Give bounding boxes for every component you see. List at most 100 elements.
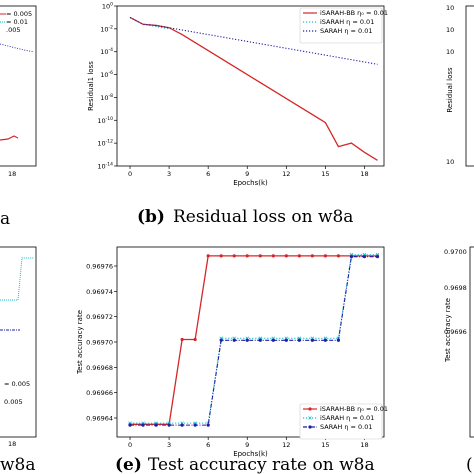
series-point <box>297 254 301 258</box>
y-tick-label: 10-12 <box>97 139 113 148</box>
series-line <box>129 16 378 161</box>
y-axis-label: Residual1 loss <box>87 61 95 111</box>
x-tick-label: 9 <box>245 170 249 178</box>
series-line <box>129 16 170 30</box>
left-top-legend-1: = 0.005 <box>6 10 32 18</box>
legend-label: SARAH η = 0.01 <box>320 423 373 431</box>
right-bottom-ytick-0: 0.9700 <box>444 248 467 256</box>
legend-label: iSARAH η = 0.01 <box>320 18 374 26</box>
right-bottom-ytick-1: 0.9698 <box>444 284 467 292</box>
x-axis-label: Epochs(k) <box>233 179 268 187</box>
x-tick-label: 12 <box>282 441 290 449</box>
right-bottom-frame <box>469 246 474 438</box>
x-tick-label: 18 <box>360 441 368 449</box>
legend-label: iSARAH η = 0.01 <box>320 414 374 422</box>
right-top-ytick-1: 10 <box>446 26 454 34</box>
series-point <box>154 423 158 427</box>
series-point <box>336 338 341 342</box>
legend-box <box>299 403 383 440</box>
caption-e-text: Test accuracy rate on w8a <box>148 455 375 474</box>
series-point <box>258 254 262 258</box>
x-tick-label: 6 <box>206 170 210 178</box>
series-point <box>193 423 197 427</box>
right-bottom-ylabel: Test accuracy rate <box>444 298 452 363</box>
left-bottom-legend-2: 0.005 <box>4 398 23 406</box>
right-bottom-ytick-2: 0.9696 <box>444 328 467 336</box>
series-point <box>323 254 327 258</box>
x-tick-label: 9 <box>245 441 249 449</box>
right-top-ytick-7: 10 <box>446 158 454 166</box>
y-tick-label: 10-10 <box>97 116 113 125</box>
series-point <box>180 337 184 342</box>
series-point <box>375 255 380 259</box>
x-tick-label: 6 <box>206 441 210 449</box>
series-point <box>336 254 341 258</box>
series-point <box>310 338 314 342</box>
series-point <box>284 338 288 342</box>
series-point <box>206 423 210 427</box>
legend-marker <box>308 425 312 429</box>
left-top-series-red <box>0 135 19 141</box>
right-top-fragment: 10 10 10 10 Residual loss <box>446 4 474 167</box>
series-point <box>141 423 145 427</box>
x-axis-label: Epochs(k) <box>233 450 268 458</box>
series-point <box>128 423 132 427</box>
left-bottom-series-cyan <box>0 257 34 301</box>
series-point <box>245 254 249 258</box>
left-bottom-fragment: = 0.005 0.005 18 <box>0 246 37 448</box>
y-tick-label: 10-4 <box>100 47 113 56</box>
y-tick-label: 0.96974 <box>86 288 113 296</box>
series-point <box>232 338 236 342</box>
x-tick-label: 15 <box>321 441 329 449</box>
caption-b: (b) Residual loss on w8a <box>137 207 353 227</box>
x-tick-label: 18 <box>360 170 368 178</box>
legend-marker <box>308 407 312 411</box>
left-bottom-caption-fragment: w8a <box>0 455 36 474</box>
left-top-frame <box>0 5 37 167</box>
left-top-series-blue <box>0 43 35 53</box>
x-tick-label: 3 <box>167 441 171 449</box>
legend-label: SARAH η = 0.01 <box>320 27 373 35</box>
legend-label: iSARAH-BB η₀ = 0.01 <box>320 9 388 17</box>
series-point <box>310 254 314 258</box>
series-line <box>130 254 378 424</box>
right-bottom-fragment: 0.9700 0.9698 0.9696 Test accuracy rate <box>444 246 474 438</box>
series-point <box>219 338 223 342</box>
series-point <box>323 338 327 342</box>
y-tick-label: 100 <box>102 2 113 11</box>
series-line <box>129 16 378 65</box>
left-top-legend-2: = 0.01 <box>6 18 28 26</box>
x-tick-label: 12 <box>282 170 290 178</box>
plot-frame <box>116 5 385 167</box>
legend-marker <box>308 416 312 420</box>
y-tick-label: 10-2 <box>100 24 113 33</box>
series-point <box>284 254 288 258</box>
right-top-ylabel: Residual loss <box>446 67 454 113</box>
y-tick-label: 0.96964 <box>86 415 113 423</box>
left-top-xtick: 18 <box>8 170 16 178</box>
y-tick-label: 0.96970 <box>86 339 113 347</box>
caption-e: (e) Test accuracy rate on w8a <box>115 455 375 474</box>
left-top-fragment: = 0.005 = 0.01 .005 18 <box>0 5 37 178</box>
series-point <box>206 254 210 258</box>
left-top-caption-fragment: a <box>0 209 10 229</box>
series-point <box>297 338 301 342</box>
caption-e-label: (e) <box>115 455 142 474</box>
series-point <box>271 338 275 342</box>
right-top-ytick-2: 10 <box>446 48 454 56</box>
test-accuracy-chart: 0 3 6 9 12 15 18 Epochs(k) 0.96964 0.96966 0.96968… <box>76 246 388 458</box>
series-point <box>258 338 262 342</box>
left-bottom-xtick: 18 <box>8 440 16 448</box>
series-line <box>130 256 378 426</box>
legend-label: iSARAH-BB η₀ = 0.01 <box>320 405 388 413</box>
right-top-frame <box>465 5 474 167</box>
x-tick-label: 15 <box>321 170 329 178</box>
series-point <box>271 254 275 258</box>
x-tick-label: 0 <box>128 441 132 449</box>
right-top-ytick-0: 10 <box>446 4 454 12</box>
series-point <box>349 255 354 259</box>
series-point <box>245 338 249 342</box>
y-axis-label: Test accuracy rate <box>76 310 84 375</box>
y-tick-label: 0.96966 <box>86 389 113 397</box>
